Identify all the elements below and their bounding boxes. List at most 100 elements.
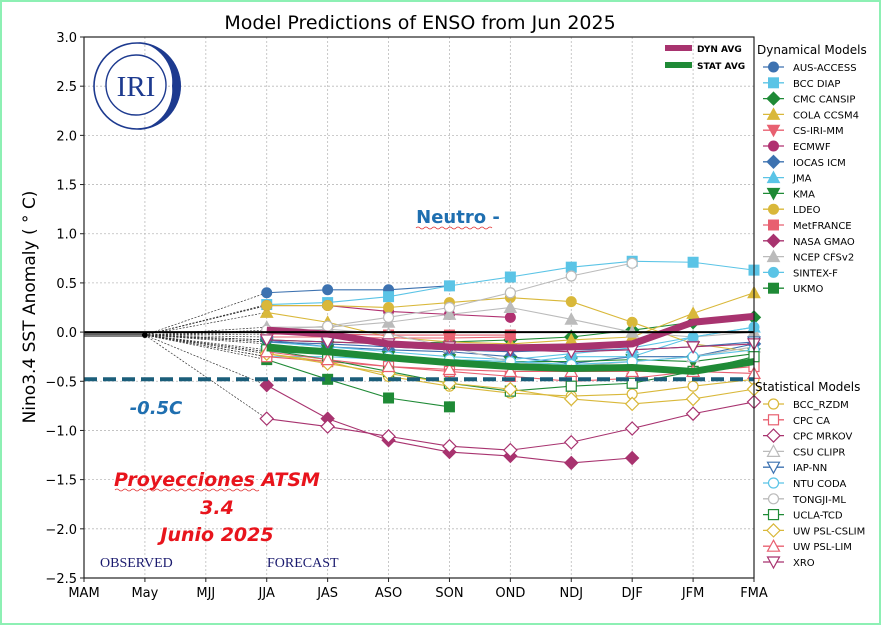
data-point <box>626 377 638 389</box>
connector-line <box>144 334 267 351</box>
y-tick-label: −1.0 <box>45 424 77 439</box>
data-point <box>687 380 699 392</box>
data-point <box>383 302 395 313</box>
connector-line <box>144 312 267 336</box>
legend-item-uw-psl-cslim: UW PSL-CSLIM <box>763 523 865 538</box>
series-aus-access <box>261 280 455 299</box>
data-point <box>443 301 456 314</box>
legend-label: MetFRANCE <box>793 221 852 232</box>
legend-label: UKMO <box>793 284 824 295</box>
legend-marker <box>766 428 781 443</box>
legend-marker <box>767 414 780 426</box>
legend-item-ntu-coda: NTU CODA <box>763 477 846 490</box>
y-tick-label: −1.5 <box>45 474 77 489</box>
legend-label: TONGJI-ML <box>792 495 846 506</box>
legend-marker <box>766 91 781 106</box>
data-point <box>565 270 577 282</box>
data-point <box>259 305 274 318</box>
proyecciones-line2: 3.4 <box>200 497 234 519</box>
spellcheck-underline <box>415 226 493 230</box>
legend-item-kma: KMA <box>763 187 815 201</box>
legend-marker <box>768 266 779 278</box>
y-tick-label: 0.5 <box>56 277 77 292</box>
legend-label: IAP-NN <box>793 463 827 474</box>
legend-item-jma: JMA <box>763 170 812 185</box>
logo-inner-ring <box>105 54 167 116</box>
legend-marker <box>767 509 780 521</box>
x-tick-label: JFM <box>681 586 705 601</box>
data-point <box>565 380 577 392</box>
legend-item-iocas-icm: IOCAS ICM <box>763 154 846 170</box>
legend-marker <box>766 461 781 475</box>
legend-label: UW PSL-CSLIM <box>793 526 865 537</box>
neutro-annotation: Neutro - <box>416 207 500 228</box>
observed-label: OBSERVED <box>100 556 173 571</box>
legend-marker <box>768 282 779 294</box>
data-point <box>503 364 518 378</box>
data-point <box>503 442 518 458</box>
legend-marker <box>768 140 779 152</box>
connector-line <box>144 334 267 353</box>
data-point <box>685 406 701 422</box>
x-tick-label: NDJ <box>559 586 583 601</box>
x-axis-ticks: MAM May MJJ JJA JAS ASO SON OND NDJ DJF JFM FMA <box>68 578 768 601</box>
legend-item-sintex-f: SINTEX-F <box>763 266 838 279</box>
models-legend: AUS-ACCESS BCC DIAP CMC CANSIP COLA CCSM4 CS… <box>763 61 865 570</box>
data-point <box>259 411 275 426</box>
legend-marker <box>768 219 779 231</box>
data-point <box>504 311 516 323</box>
data-point <box>320 419 335 434</box>
connector-line <box>144 334 267 338</box>
data-point <box>504 329 516 341</box>
gridlines <box>84 37 754 578</box>
y-axis-ticks: 3.0 2.5 2.0 1.5 1.0 0.5 0.0 −0.5 −1.0 −1.5 −2.0 −2.… <box>45 31 84 587</box>
legend-marker <box>766 154 781 170</box>
data-point <box>687 331 699 343</box>
x-tick-label: MAM <box>68 586 99 601</box>
legend-swatch-stat-avg <box>665 62 692 68</box>
proyecciones-line3: Junio 2025 <box>156 524 273 546</box>
legend-label: LDEO <box>793 205 821 216</box>
x-tick-label: ASO <box>375 586 402 601</box>
legend-swatch-dyn-avg <box>665 45 692 51</box>
legend-item-uw-psl-lim: UW PSL-LIM <box>763 538 852 553</box>
series-line <box>266 285 450 294</box>
data-point <box>322 320 334 332</box>
legend-marker <box>766 444 781 457</box>
data-point <box>383 291 395 303</box>
y-tick-label: −2.0 <box>45 523 77 538</box>
connector-line <box>144 334 267 386</box>
data-point <box>686 341 701 355</box>
legend-title-statistical: Statistical Models <box>755 380 860 394</box>
x-tick-label: MJJ <box>196 586 215 601</box>
data-point <box>504 271 516 283</box>
data-point <box>624 396 640 412</box>
connector-line <box>144 334 267 419</box>
data-point <box>261 287 273 299</box>
y-tick-label: 1.0 <box>56 228 77 243</box>
legend-label: BCC_RZDM <box>793 400 849 411</box>
data-point <box>563 434 579 450</box>
connector-line <box>144 334 267 355</box>
y-tick-label: 2.5 <box>56 80 77 95</box>
legend-marker <box>767 493 780 505</box>
spellcheck-underline-2 <box>114 488 260 492</box>
legend-label: JMA <box>792 174 812 185</box>
legend-item-iap-nn: IAP-NN <box>763 461 827 475</box>
observed-series <box>84 332 148 339</box>
threshold-annotation: -0.5C <box>130 398 183 419</box>
legend-marker <box>767 398 780 410</box>
data-point <box>685 391 701 407</box>
connector-line <box>144 292 267 336</box>
legend-label-dyn-avg: DYN AVG <box>697 45 742 55</box>
legend-marker <box>766 523 781 538</box>
legend-label: CSU CLIPR <box>793 447 845 458</box>
legend-item-bcc-rzdm: BCC_RZDM <box>763 398 849 411</box>
proyecciones-line1: Proyecciones ATSM <box>114 469 320 491</box>
data-point <box>381 429 396 444</box>
legend-label: NTU CODA <box>793 479 846 490</box>
y-tick-label: 1.5 <box>56 179 77 194</box>
logo-crescent-right <box>137 42 181 130</box>
x-tick-label: JJA <box>258 586 275 601</box>
y-axis-label: Nino3.4 SST Anomaly ( ° C) <box>20 191 40 424</box>
